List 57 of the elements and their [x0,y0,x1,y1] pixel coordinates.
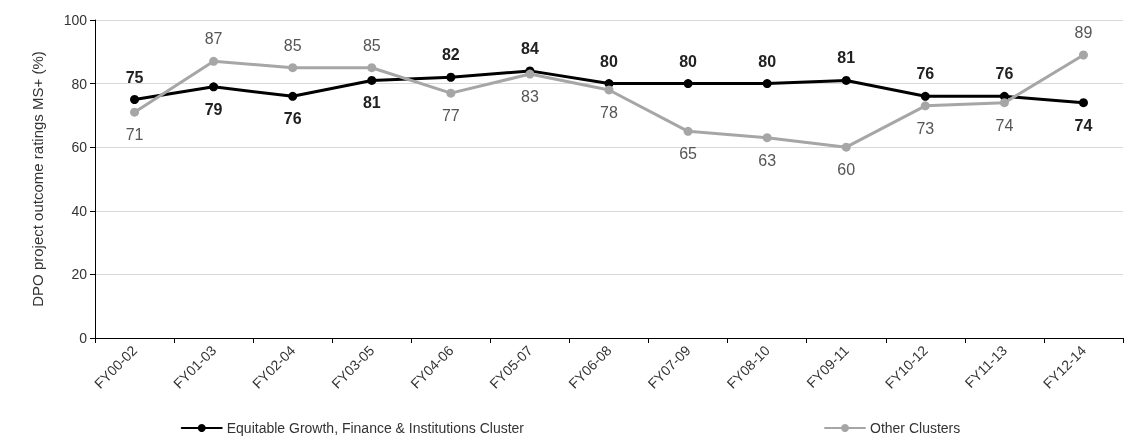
data-label: 89 [1074,23,1093,41]
data-label: 74 [995,116,1014,134]
point [446,88,456,98]
data-label: 73 [916,119,935,137]
y-tick-label: 80 [71,75,88,92]
data-label: 81 [362,94,381,112]
point [762,79,772,89]
y-tick-label: 100 [63,12,88,28]
y-axis-title: DPO project outcome ratings MS+ (%) [29,51,46,307]
data-label: 77 [441,107,460,125]
point [367,75,377,85]
point [288,63,298,73]
point [446,72,456,82]
data-label: 83 [521,88,539,106]
y-tick-label: 60 [71,139,88,156]
data-label: 82 [441,46,460,64]
point [683,79,693,89]
point [683,126,693,136]
legend-label: Other Clusters [870,420,961,436]
point [841,142,851,152]
data-label: 76 [916,65,935,83]
point [209,56,219,66]
data-label: 80 [679,52,698,70]
data-label: 76 [995,65,1014,83]
data-label: 74 [1074,116,1093,134]
data-label: 79 [204,100,223,118]
data-label: 60 [837,161,856,179]
point [920,101,930,111]
data-label: 80 [758,52,777,70]
y-tick-label: 40 [71,202,88,219]
y-tick-label: 0 [79,330,88,346]
data-label: 63 [758,151,777,169]
point [841,75,851,85]
point [367,63,377,73]
point [130,107,140,117]
data-label: 85 [362,36,381,54]
point [920,91,930,101]
data-label: 81 [837,49,856,67]
point [762,133,772,143]
y-tick-label: 20 [71,266,88,283]
point [1078,50,1088,60]
data-label: 76 [283,110,302,128]
point [288,91,298,101]
legend-label: Equitable Growth, Finance & Institutions Cluster [226,420,525,436]
data-label: 65 [679,145,698,163]
data-label: 85 [283,36,302,54]
data-label: 75 [125,68,144,86]
point [130,95,140,104]
data-label: 80 [600,52,618,70]
data-label: 78 [600,103,618,121]
data-label: 71 [125,126,144,144]
data-label: 87 [204,30,223,48]
point [1078,98,1088,108]
data-label: 84 [521,39,539,57]
point [209,82,219,92]
point [999,98,1009,108]
point [604,85,614,95]
